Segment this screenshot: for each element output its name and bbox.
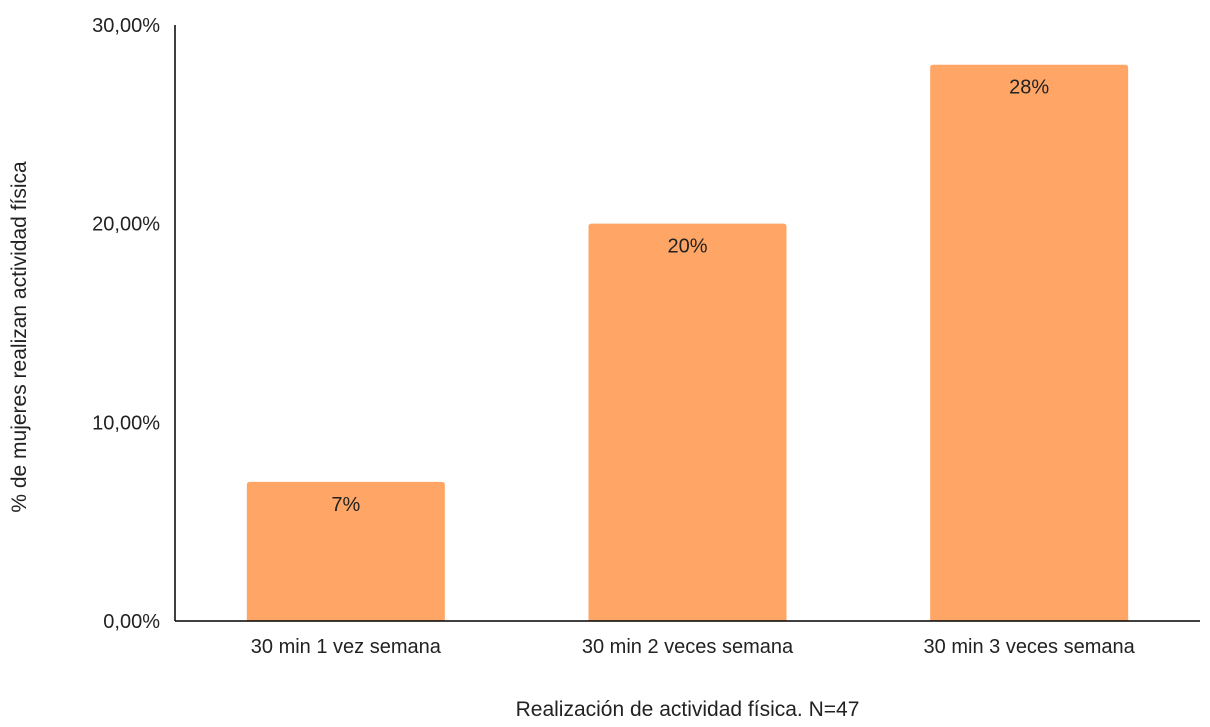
- bar-2: [588, 223, 787, 621]
- bar-data-label-2: 20%: [667, 236, 707, 258]
- data-labels-layer: 7% 20% 28%: [331, 77, 1049, 516]
- x-axis-title: Realización de actividad física. N=47: [516, 698, 860, 721]
- bar-1: [246, 481, 445, 621]
- bar-data-label-3: 28%: [1009, 77, 1049, 99]
- y-tick-label-2: 20,00%: [92, 214, 160, 236]
- y-tick-label-3: 30,00%: [92, 15, 160, 37]
- x-axis-ticks: 30 min 1 vez semana 30 min 2 veces semana…: [251, 636, 1136, 658]
- y-tick-label-0: 0,00%: [103, 611, 160, 633]
- x-tick-label-1: 30 min 1 vez semana: [251, 636, 442, 658]
- x-tick-label-2: 30 min 2 veces semana: [582, 636, 794, 658]
- y-tick-label-1: 10,00%: [92, 412, 160, 434]
- x-tick-label-3: 30 min 3 veces semana: [924, 636, 1136, 658]
- bars-layer: [246, 64, 1129, 621]
- bar-3: [930, 64, 1129, 621]
- y-axis-ticks: 0,00% 10,00% 20,00% 30,00%: [92, 15, 160, 633]
- y-axis-title: % de mujeres realizan actividad física: [8, 161, 31, 513]
- bar-data-label-1: 7%: [331, 494, 360, 516]
